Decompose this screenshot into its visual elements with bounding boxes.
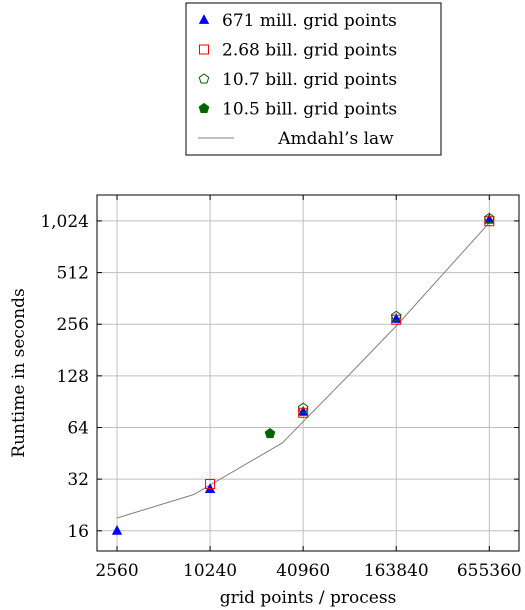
legend-item: 10.7 bill. grid points <box>198 70 397 90</box>
plot-frame <box>96 194 520 552</box>
data-point <box>484 216 495 227</box>
data-point <box>390 310 402 321</box>
y-axis-ticks: 16 32 64 128 256 512 1,024 <box>40 212 519 542</box>
x-axis-label: grid points / process <box>220 588 397 608</box>
data-point <box>111 524 123 535</box>
data-point <box>391 314 402 325</box>
legend-box <box>185 2 442 156</box>
data-point <box>205 478 216 489</box>
amdahl-line <box>116 222 490 519</box>
y-tick-label: 16 <box>67 522 89 542</box>
y-tick-label: 32 <box>67 470 89 490</box>
y-axis-label: Runtime in seconds <box>9 288 29 457</box>
series-1 <box>205 216 495 489</box>
data-point <box>297 405 309 416</box>
legend-label: 10.7 bill. grid points <box>222 70 397 90</box>
legend-marker <box>198 14 210 24</box>
y-tick-label: 256 <box>57 315 89 335</box>
legend-label: 2.68 bill. grid points <box>222 41 397 61</box>
data-point <box>483 212 495 223</box>
legend-marker <box>199 44 209 55</box>
legend-item: 2.68 bill. grid points <box>199 41 397 61</box>
series-2 <box>297 212 495 413</box>
y-tick-label: 64 <box>67 419 89 439</box>
x-tick-label: 40960 <box>276 561 330 581</box>
x-tick-label: 2560 <box>95 561 138 581</box>
data-point <box>298 407 309 418</box>
legend-marker <box>198 102 210 114</box>
x-tick-label: 10240 <box>183 561 237 581</box>
series-4 <box>116 222 490 519</box>
legend-label: Amdahl’s law <box>277 129 394 149</box>
series-layer <box>111 212 495 535</box>
y-tick-label: 1,024 <box>40 212 89 232</box>
legend-label: 671 mill. grid points <box>222 11 397 31</box>
y-tick-label: 128 <box>57 367 89 387</box>
y-tick-label: 512 <box>57 264 89 284</box>
legend-item: Amdahl’s law <box>198 129 394 149</box>
series-3 <box>264 427 276 439</box>
x-tick-label: 655360 <box>457 561 522 581</box>
legend-marker <box>198 73 210 84</box>
legend: 671 mill. grid points 2.68 bill. grid poi… <box>185 2 442 156</box>
data-point <box>264 427 276 439</box>
grid <box>97 195 519 551</box>
legend-item: 671 mill. grid points <box>198 11 397 31</box>
data-point <box>297 402 309 413</box>
x-tick-label: 163840 <box>364 561 429 581</box>
legend-item: 10.5 bill. grid points <box>198 100 397 120</box>
legend-label: 10.5 bill. grid points <box>222 100 397 120</box>
data-point <box>484 213 495 224</box>
x-axis-ticks: 2560 10240 40960 163840 655360 <box>95 195 522 581</box>
